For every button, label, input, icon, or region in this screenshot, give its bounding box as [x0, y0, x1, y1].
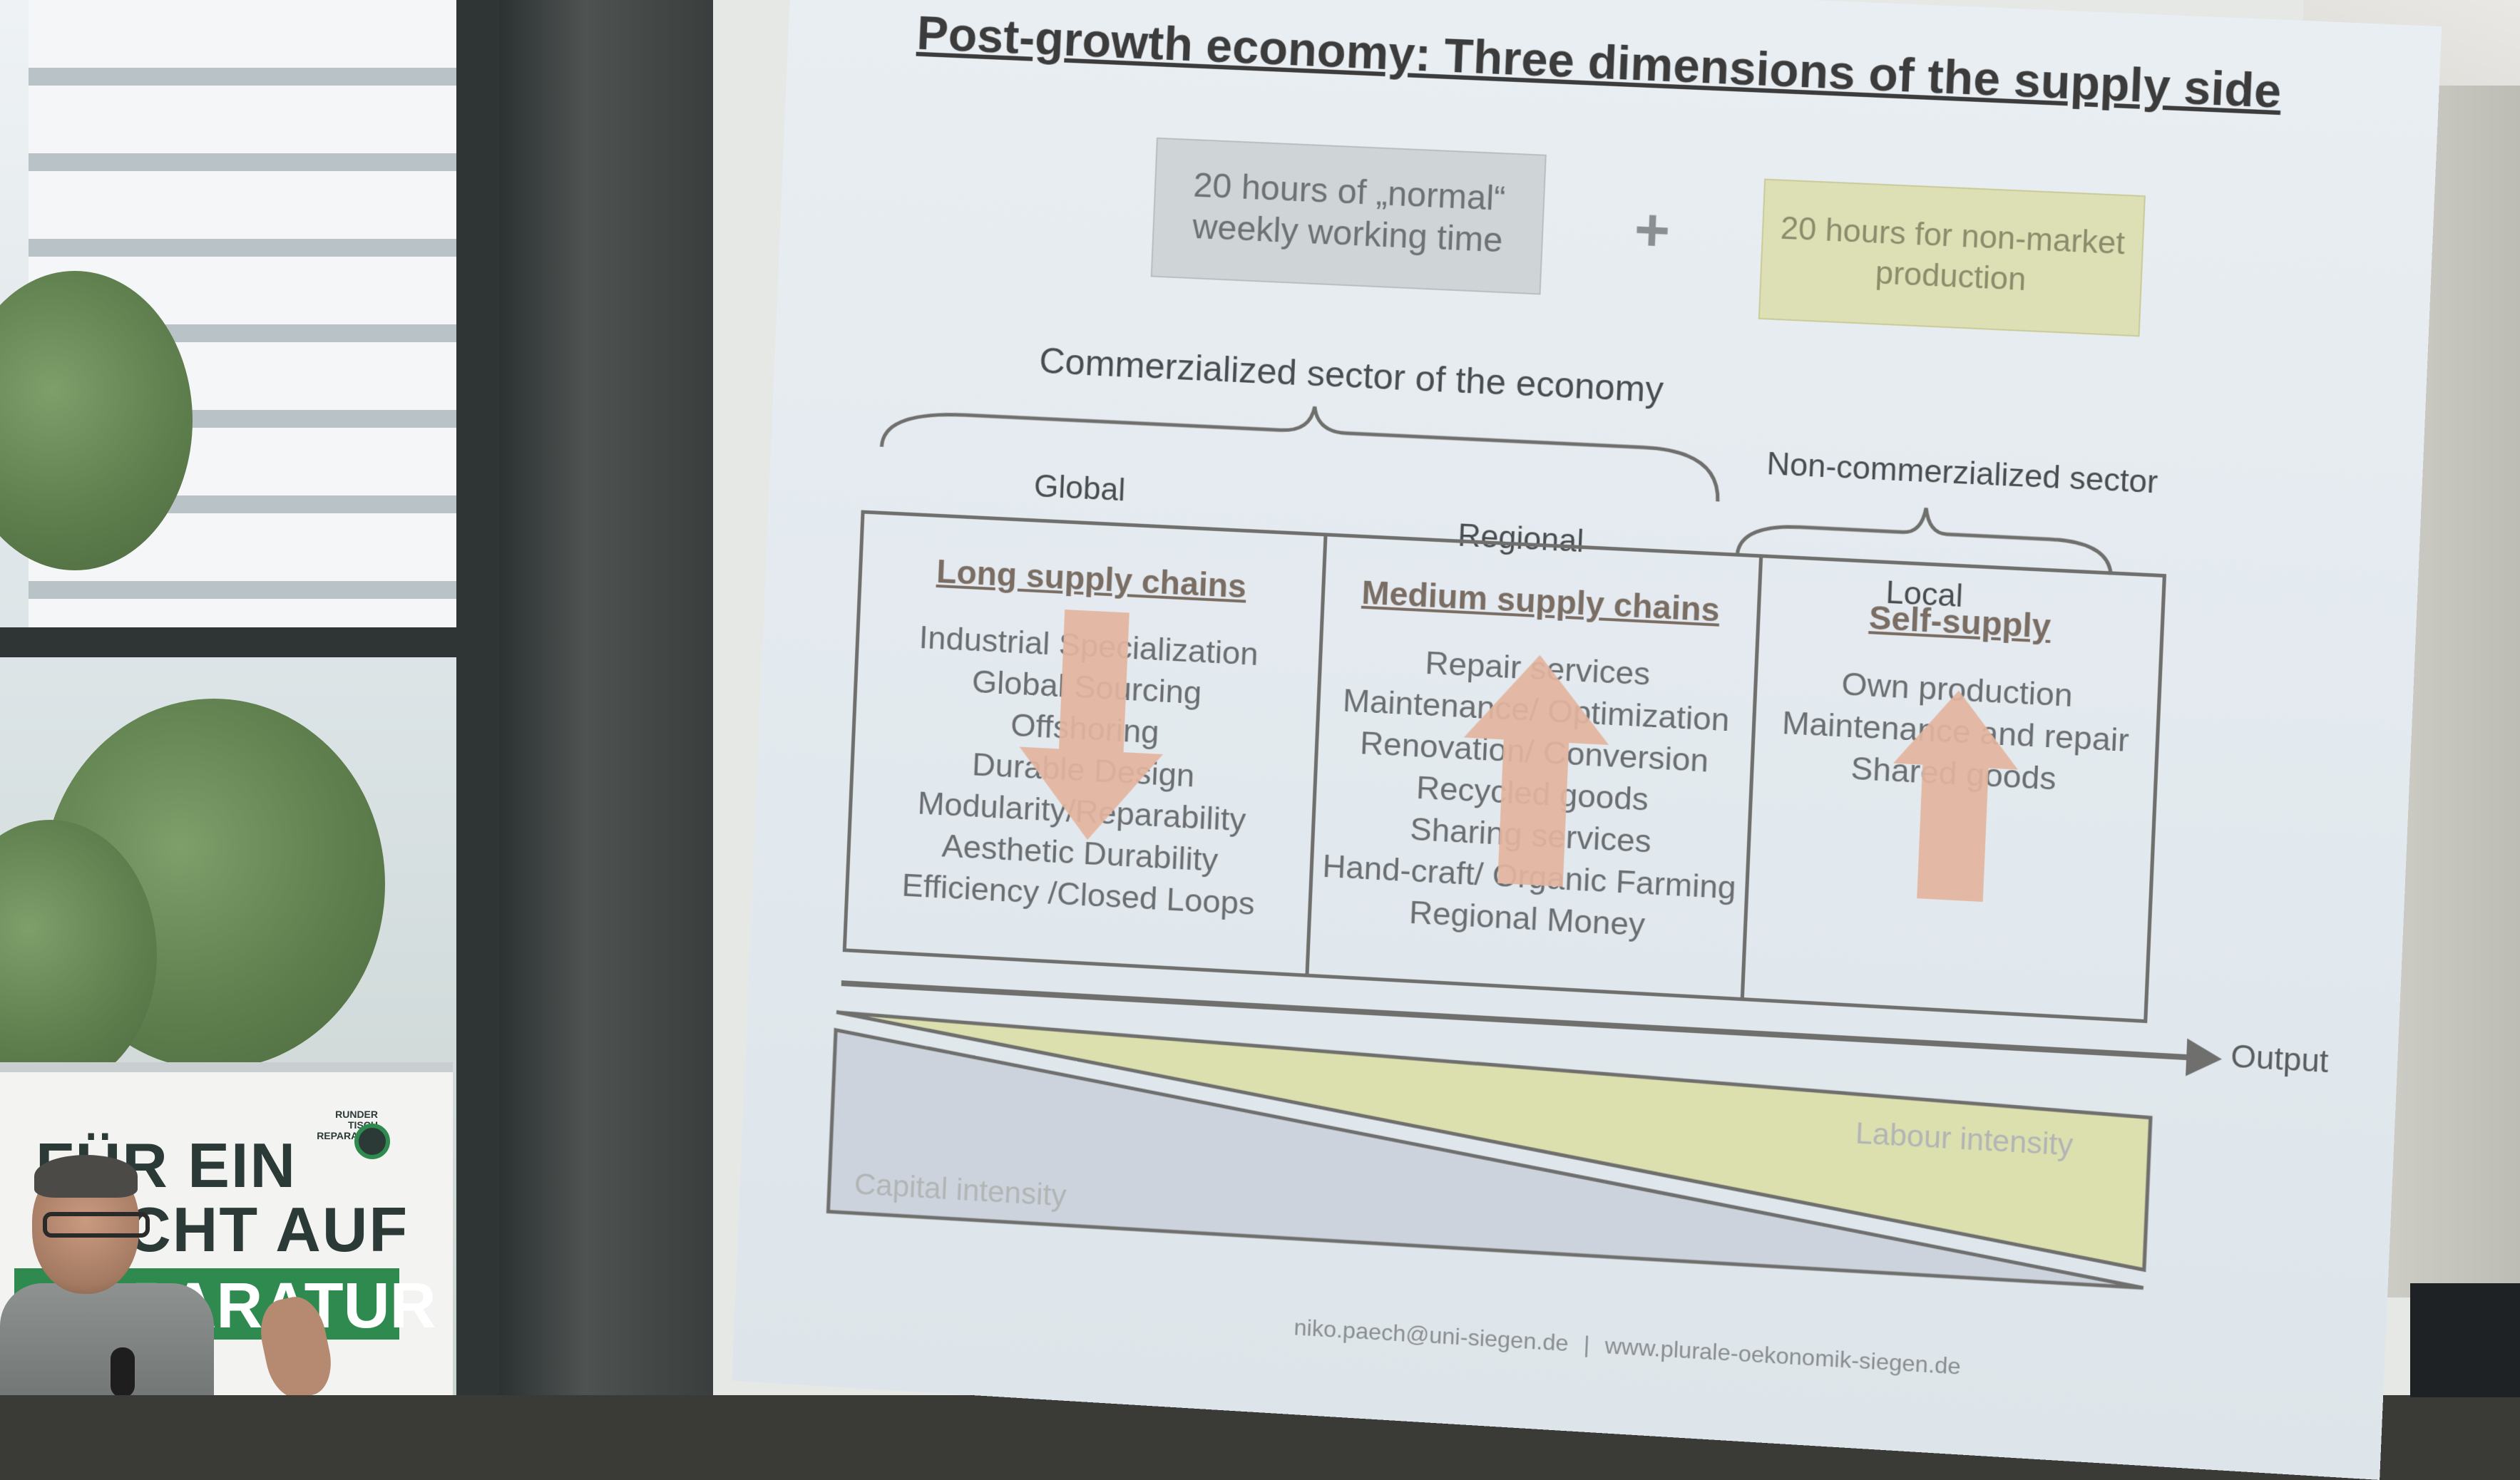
speaker — [0, 1155, 299, 1395]
column-heading: Medium supply chains — [1324, 571, 1758, 632]
loudspeaker — [2410, 1283, 2520, 1397]
non-commercialized-sector-label: Non-commerzialized sector — [1766, 446, 2158, 501]
non-market-production-box: 20 hours for non-market production — [1758, 179, 2146, 337]
output-label: Output — [2230, 1039, 2329, 1080]
arrow-up-icon — [1458, 652, 1612, 889]
footer-url: www.plurale-oekonomik-siegen.de — [1604, 1332, 1962, 1379]
lecture-room: RUNDER TISCH REPARATUR FÜR EIN RECHT AUF… — [0, 0, 2520, 1395]
supply-chain-table: Long supply chains Industrial Specializa… — [843, 510, 2166, 1023]
column-long-supply-chains: Long supply chains Industrial Specializa… — [846, 514, 1323, 974]
arrow-down-icon — [1015, 607, 1169, 843]
footer-email: niko.paech@uni-siegen.de — [1294, 1314, 1569, 1356]
microphone — [111, 1347, 135, 1395]
column-heading: Long supply chains — [861, 548, 1322, 610]
normal-working-time-box: 20 hours of „normal“ weekly working time — [1151, 138, 1547, 295]
column-heading: Self-supply — [1760, 592, 2161, 652]
window: RUNDER TISCH REPARATUR FÜR EIN RECHT AUF… — [0, 0, 499, 1395]
window-frame — [499, 0, 713, 1395]
slide-title: Post-growth economy: Three dimensions of… — [916, 6, 2283, 119]
column-medium-supply-chains: Medium supply chains Repair services Mai… — [1306, 536, 1759, 997]
footer-separator: | — [1583, 1331, 1590, 1357]
gear-icon — [354, 1124, 390, 1159]
speaker-hair — [34, 1155, 138, 1198]
window-frame — [456, 0, 499, 1395]
column-self-supply: Self-supply Own production Maintenance a… — [1741, 557, 2163, 1019]
scale-global: Global — [1033, 468, 1126, 508]
speaker-shirt — [0, 1283, 214, 1395]
plus-sign: + — [1633, 195, 1671, 266]
output-arrowhead — [2186, 1039, 2223, 1079]
slide-footer: niko.paech@uni-siegen.de | www.plurale-o… — [1294, 1314, 1962, 1380]
speaker-glasses — [43, 1212, 150, 1238]
arrow-up-icon — [1888, 687, 2021, 903]
window-frame — [0, 627, 499, 657]
repair-logo: RUNDER TISCH REPARATUR — [346, 1094, 424, 1151]
slide: Post-growth economy: Three dimensions of… — [732, 0, 2442, 1480]
